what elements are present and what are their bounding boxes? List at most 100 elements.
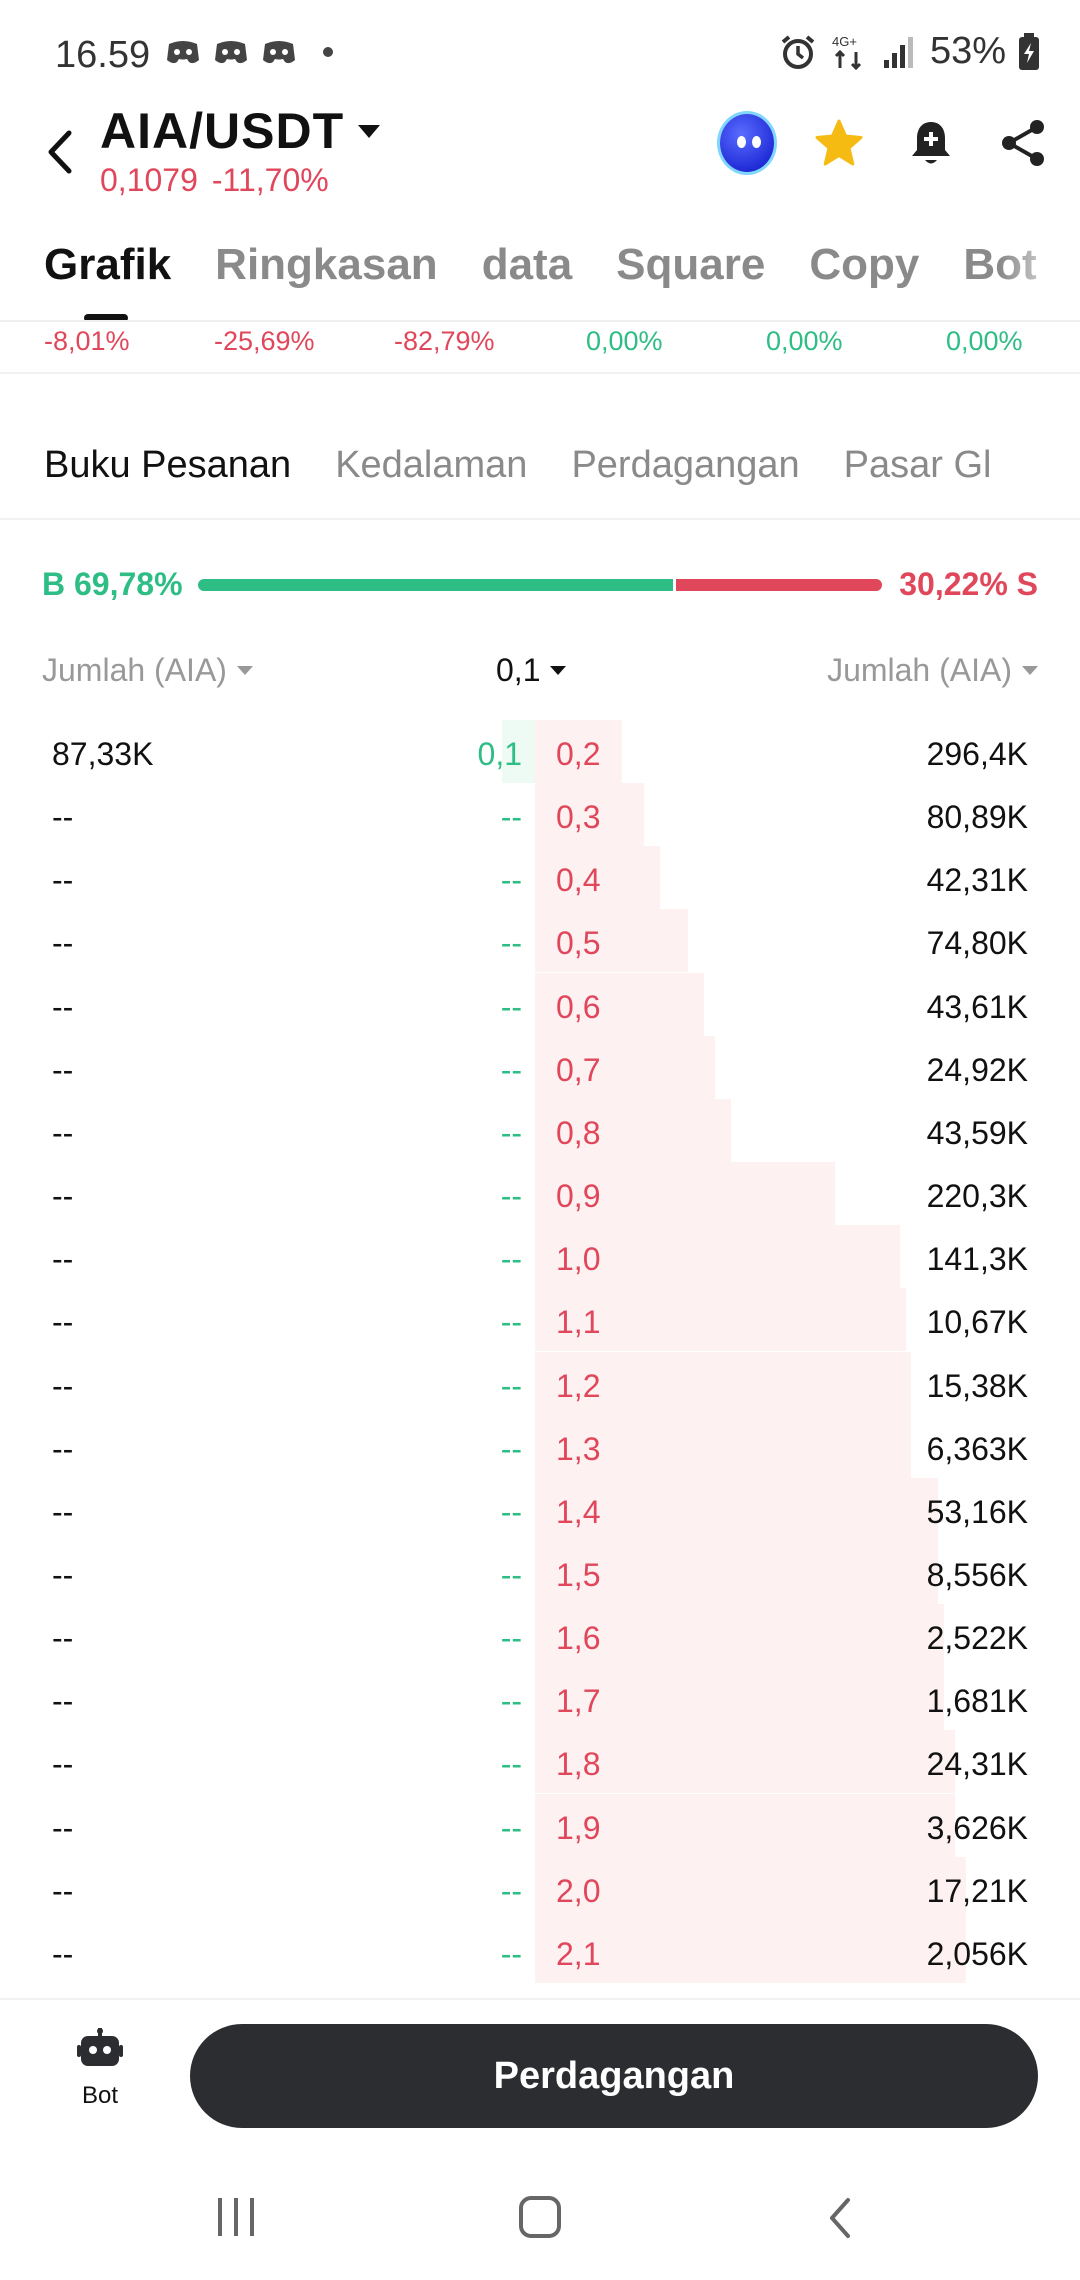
ask-price: 1,8 [556,1746,601,1783]
pair-selector[interactable]: AIA/USDT [100,102,381,160]
ask-depth-bar [535,1793,955,1857]
ask-price: 0,4 [556,862,601,899]
orderbook-row[interactable]: -- -- 1,0 141,3K [0,1225,1080,1289]
bid-amount: -- [52,988,74,1025]
bid-amount: -- [52,1304,74,1341]
favorite-button[interactable] [812,116,866,170]
subtab-kedalaman[interactable]: Kedalaman [335,444,528,486]
avatar-button[interactable] [720,114,774,172]
bid-price: -- [500,1367,522,1404]
bid-amount: -- [52,1051,74,1088]
period-change-row: -8,01% -25,69% -82,79% 0,00% 0,00% 0,00% [0,322,1080,372]
tabs-fade [1000,240,1080,310]
orderbook-row[interactable]: -- -- 0,9 220,3K [0,1162,1080,1226]
recents-button[interactable] [218,2198,254,2236]
header-actions [720,114,1050,172]
bid-amount: -- [52,1809,74,1846]
tab-ringkasan[interactable]: Ringkasan [171,240,438,326]
bid-amount: -- [52,1872,74,1909]
ask-amount: 10,67K [926,1304,1028,1341]
ask-price: 0,9 [556,1178,601,1215]
price-change: -11,70% [211,162,329,198]
status-bar: 16.59 4G+ 53% [0,0,1080,100]
ask-price: 0,8 [556,1114,601,1151]
ask-depth-bar [535,1098,731,1162]
bid-amount: -- [52,1493,74,1530]
precision-selector[interactable]: 0,1 [496,652,567,689]
orderbook-row[interactable]: -- -- 0,8 43,59K [0,1098,1080,1162]
robot-icon [77,2028,123,2066]
bid-price: -- [500,1178,522,1215]
bid-amount: -- [52,1114,74,1151]
orderbook-row[interactable]: -- -- 1,7 1,681K [0,1667,1080,1731]
ask-depth-bar [535,1856,966,1920]
bid-price: -- [500,1430,522,1467]
divider [0,320,1080,322]
home-button[interactable] [519,2196,561,2238]
bid-price: -- [500,1620,522,1657]
tab-grafik[interactable]: Grafik [0,240,171,326]
bid-price: -- [500,1051,522,1088]
orderbook-row[interactable]: -- -- 1,9 3,626K [0,1793,1080,1857]
recents-icon [218,2198,222,2236]
recents-icon [250,2198,254,2236]
orderbook-row[interactable]: -- -- 1,5 8,556K [0,1540,1080,1604]
main-tabs: GrafikRingkasandataSquareCopyBot [0,240,1080,326]
ask-amount: 74,80K [926,925,1028,962]
orderbook-row[interactable]: -- -- 0,4 42,31K [0,846,1080,910]
orderbook-row[interactable]: 87,33K 0,1 0,2 296,4K [0,720,1080,783]
share-button[interactable] [996,116,1050,170]
bid-amount: -- [52,1241,74,1278]
bid-amount: 87,33K [52,736,154,772]
ask-depth-bar [535,1604,944,1668]
ask-depth-bar [535,1288,906,1352]
ask-price: 0,6 [556,988,601,1025]
price-alert-button[interactable] [904,116,958,170]
bell-plus-icon [912,122,950,164]
period-change-value: -8,01% [44,326,130,356]
bid-amount-unit-selector[interactable]: Jumlah (AIA) [42,652,253,689]
bid-price: -- [500,1556,522,1593]
recents-icon [234,2198,238,2236]
divider [0,372,1080,374]
trade-button[interactable]: Perdagangan [190,2024,1038,2128]
subtab-perdagangan[interactable]: Perdagangan [571,444,800,486]
bot-button[interactable]: Bot [60,2028,140,2128]
orderbook-row[interactable]: -- -- 0,7 24,92K [0,1035,1080,1099]
ask-depth-bar [535,1540,938,1604]
system-back-button[interactable] [826,2196,854,2245]
bid-price: -- [500,1935,522,1972]
orderbook-row[interactable]: -- -- 0,5 74,80K [0,909,1080,973]
back-button[interactable] [40,122,80,182]
tab-data[interactable]: data [438,240,572,326]
ask-amount: 1,681K [926,1683,1028,1720]
tab-label: Grafik [44,240,172,289]
tab-square[interactable]: Square [572,240,765,326]
orderbook-row[interactable]: -- -- 2,0 17,21K [0,1856,1080,1920]
ask-price: 1,5 [556,1556,601,1593]
orderbook-row[interactable]: -- -- 1,1 10,67K [0,1288,1080,1352]
orderbook-row[interactable]: -- -- 1,4 53,16K [0,1477,1080,1541]
orderbook-row[interactable]: -- -- 2,1 2,056K [0,1919,1080,1983]
ask-depth-bar [535,1667,944,1731]
bid-price: -- [500,1114,522,1151]
ask-amount: 24,31K [926,1746,1028,1783]
subtab-buku-pesanan[interactable]: Buku Pesanan [44,444,292,486]
orderbook-row[interactable]: -- -- 0,3 80,89K [0,783,1080,847]
ask-amount: 42,31K [926,862,1028,899]
tab-copy[interactable]: Copy [765,240,919,326]
orderbook-row[interactable]: -- -- 1,8 24,31K [0,1730,1080,1794]
orderbook-row[interactable]: -- -- 1,2 15,38K [0,1351,1080,1415]
orderbook-row[interactable]: -- -- 1,6 2,522K [0,1604,1080,1668]
tab-label: Square [616,240,766,289]
ask-amount-unit-selector[interactable]: Jumlah (AIA) [827,652,1038,689]
orderbook-row[interactable]: -- -- 0,6 43,61K [0,972,1080,1036]
battery-charging-icon [1019,32,1039,70]
ask-depth-bar [535,783,644,847]
ask-price: 1,3 [556,1430,601,1467]
subtab-pasar-gl[interactable]: Pasar Gl [843,444,992,486]
orderbook-row[interactable]: -- -- 1,3 6,363K [0,1414,1080,1478]
buy-ratio-fill [198,579,673,591]
tab-label: Copy [809,240,920,289]
ask-depth-bar [535,720,622,783]
